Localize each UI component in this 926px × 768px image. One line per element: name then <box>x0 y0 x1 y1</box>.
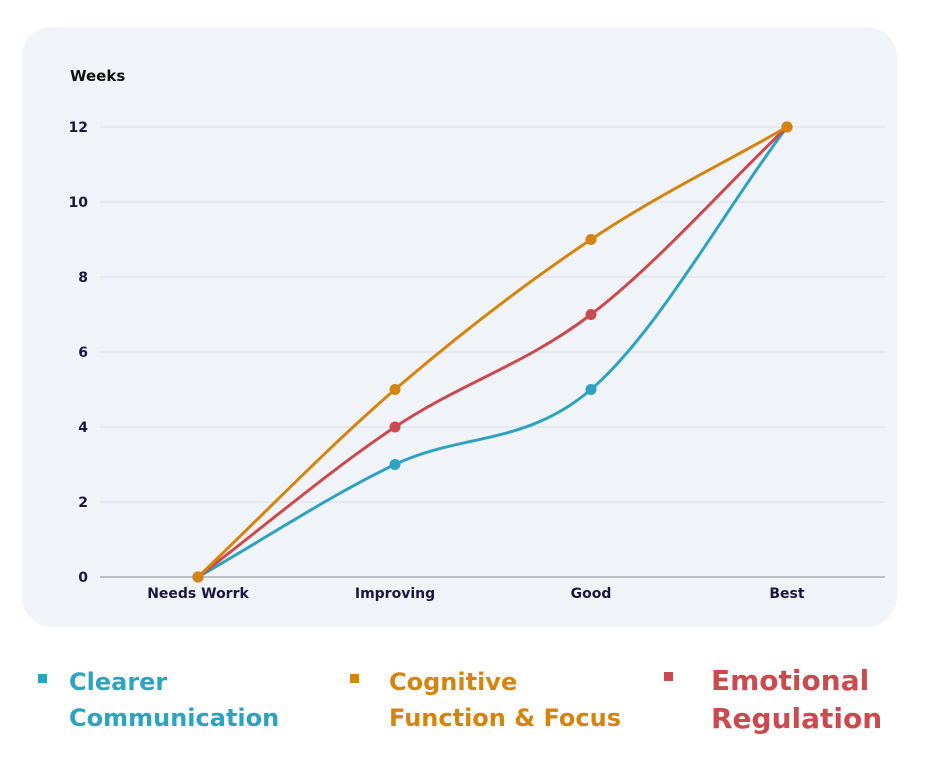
legend-label-line2: Regulation <box>711 702 883 735</box>
data-point-emotional-regulation <box>585 309 597 320</box>
legend-label-line1: Clearer <box>69 668 168 696</box>
data-point-clearer-communication <box>585 384 597 395</box>
x-tick-label: Needs Worrk <box>147 586 249 602</box>
y-tick-label: 12 <box>69 120 88 136</box>
series-line-clearer-communication <box>197 126 789 579</box>
x-tick-label: Improving <box>355 586 435 602</box>
x-tick-label: Best <box>769 586 804 602</box>
y-axis-title: Weeks <box>70 67 125 85</box>
legend-swatch <box>664 672 673 681</box>
y-tick-label: 0 <box>78 570 88 586</box>
data-point-cognitive-function-focus <box>389 384 401 395</box>
y-tick-label: 2 <box>78 495 88 511</box>
legend-item-emotional-regulation: Emotional Regulation <box>664 662 882 738</box>
legend-label-line1: Emotional <box>711 664 870 697</box>
y-tick-label: 6 <box>78 345 88 361</box>
y-tick-label: 10 <box>69 195 89 211</box>
series-line-emotional-regulation <box>197 125 789 579</box>
x-tick-label: Good <box>571 586 612 602</box>
legend-item-cognitive-function: Cognitive Function & Focus <box>350 664 621 736</box>
data-point-cognitive-function-focus <box>781 121 793 133</box>
data-point-cognitive-function-focus <box>192 571 204 583</box>
data-point-cognitive-function-focus <box>585 234 597 245</box>
legend-swatch <box>350 674 359 683</box>
data-point-emotional-regulation <box>389 421 401 433</box>
data-point-clearer-communication <box>389 459 401 470</box>
legend-label-line2: Communication <box>69 704 280 732</box>
line-chart: Weeks 0 2 4 6 8 10 12 Needs Worrk Improving Good Be… <box>69 67 885 602</box>
y-tick-label: 4 <box>78 420 88 436</box>
y-tick-label: 8 <box>78 270 88 286</box>
legend-swatch <box>38 674 47 683</box>
legend-label-line1: Cognitive <box>389 668 518 696</box>
legend-label-line2: Function & Focus <box>389 704 622 732</box>
legend-item-clearer-communication: Clearer Communication <box>38 664 279 736</box>
series-line-cognitive-function-focus <box>196 125 788 579</box>
